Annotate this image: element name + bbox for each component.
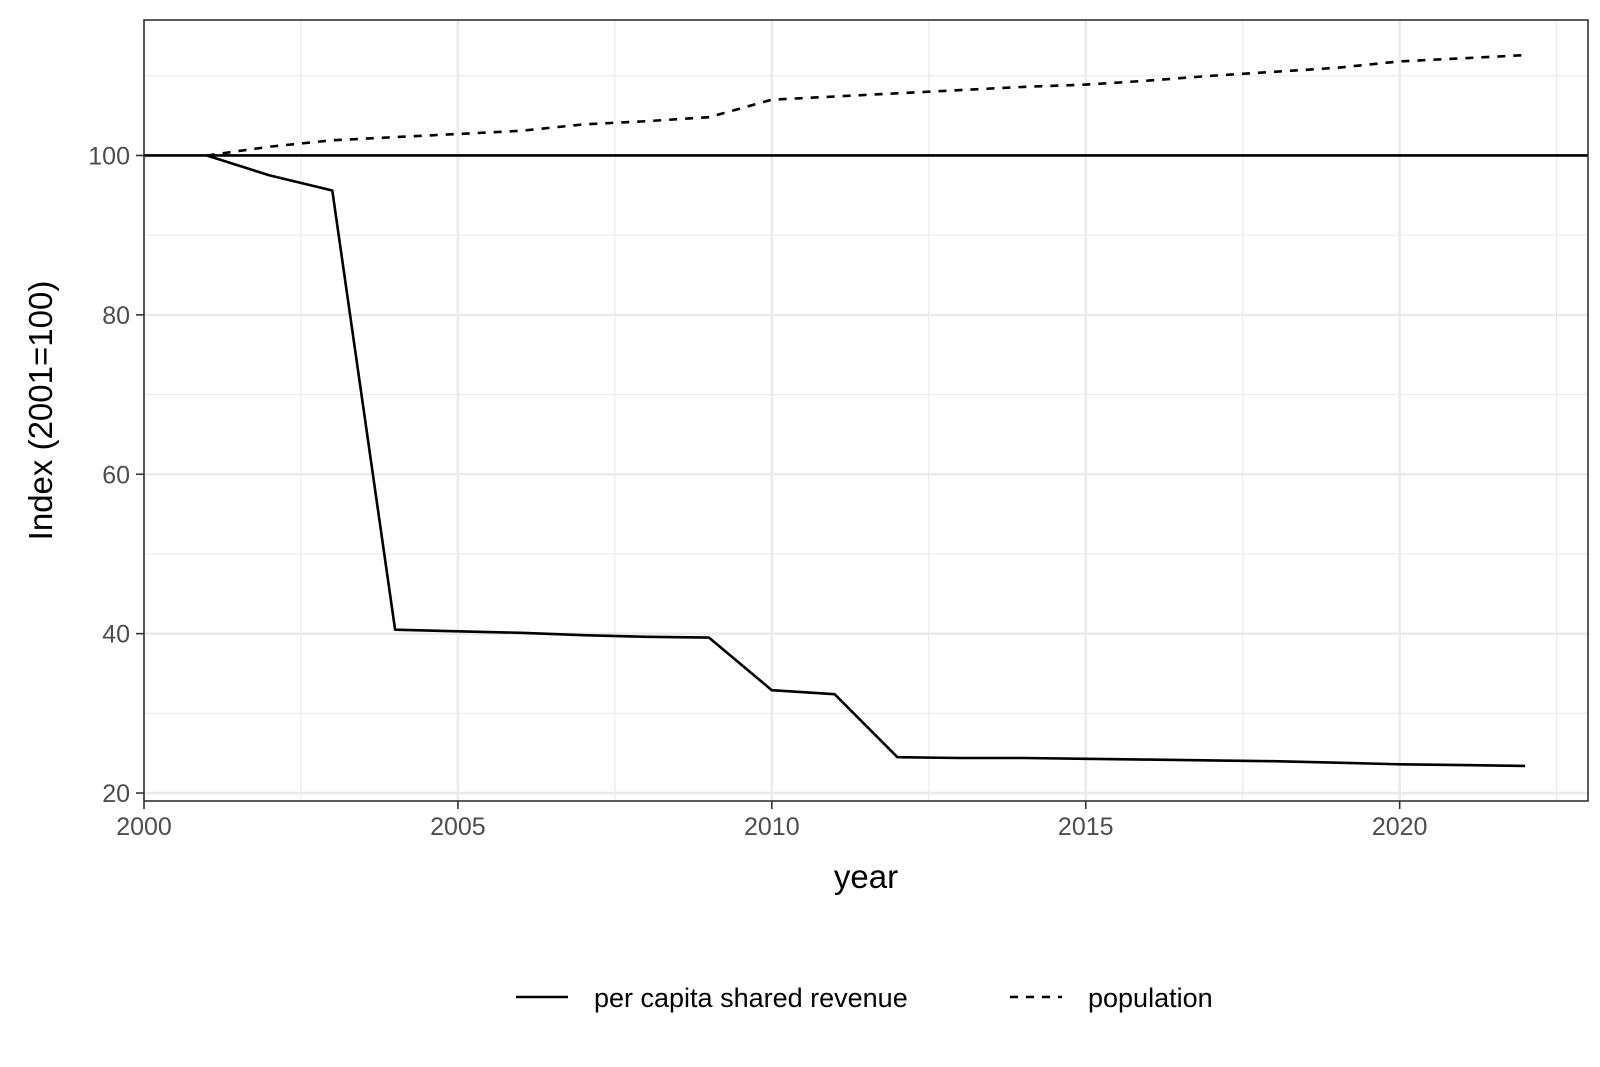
- y-axis-title: Index (2001=100): [22, 281, 59, 541]
- legend: per capita shared revenue population: [516, 983, 1213, 1013]
- y-axis: 20 40 60 80 100: [88, 142, 144, 808]
- legend-label-per-capita-shared-revenue: per capita shared revenue: [594, 983, 908, 1013]
- x-tick-label: 2005: [430, 813, 486, 841]
- y-tick-label: 80: [102, 302, 130, 330]
- plot-panel: [142, 19, 1589, 802]
- legend-label-population: population: [1088, 983, 1213, 1013]
- y-tick-label: 100: [88, 142, 130, 170]
- x-tick-label: 2010: [744, 813, 800, 841]
- x-tick-label: 2000: [116, 813, 172, 841]
- x-tick-label: 2015: [1058, 813, 1114, 841]
- x-tick-label: 2020: [1372, 813, 1428, 841]
- x-axis-title: year: [834, 858, 898, 895]
- series-line-per-capita-shared-revenue: [206, 154, 1526, 768]
- plot-panel-border: [143, 19, 1589, 802]
- x-axis: 2000 2005 2010 2015 2020: [116, 801, 1427, 841]
- y-tick-label: 20: [102, 780, 130, 808]
- y-tick-label: 40: [102, 621, 130, 649]
- series-layer: [206, 53, 1526, 768]
- y-tick-label: 60: [102, 461, 130, 489]
- series-line-population: [206, 53, 1526, 157]
